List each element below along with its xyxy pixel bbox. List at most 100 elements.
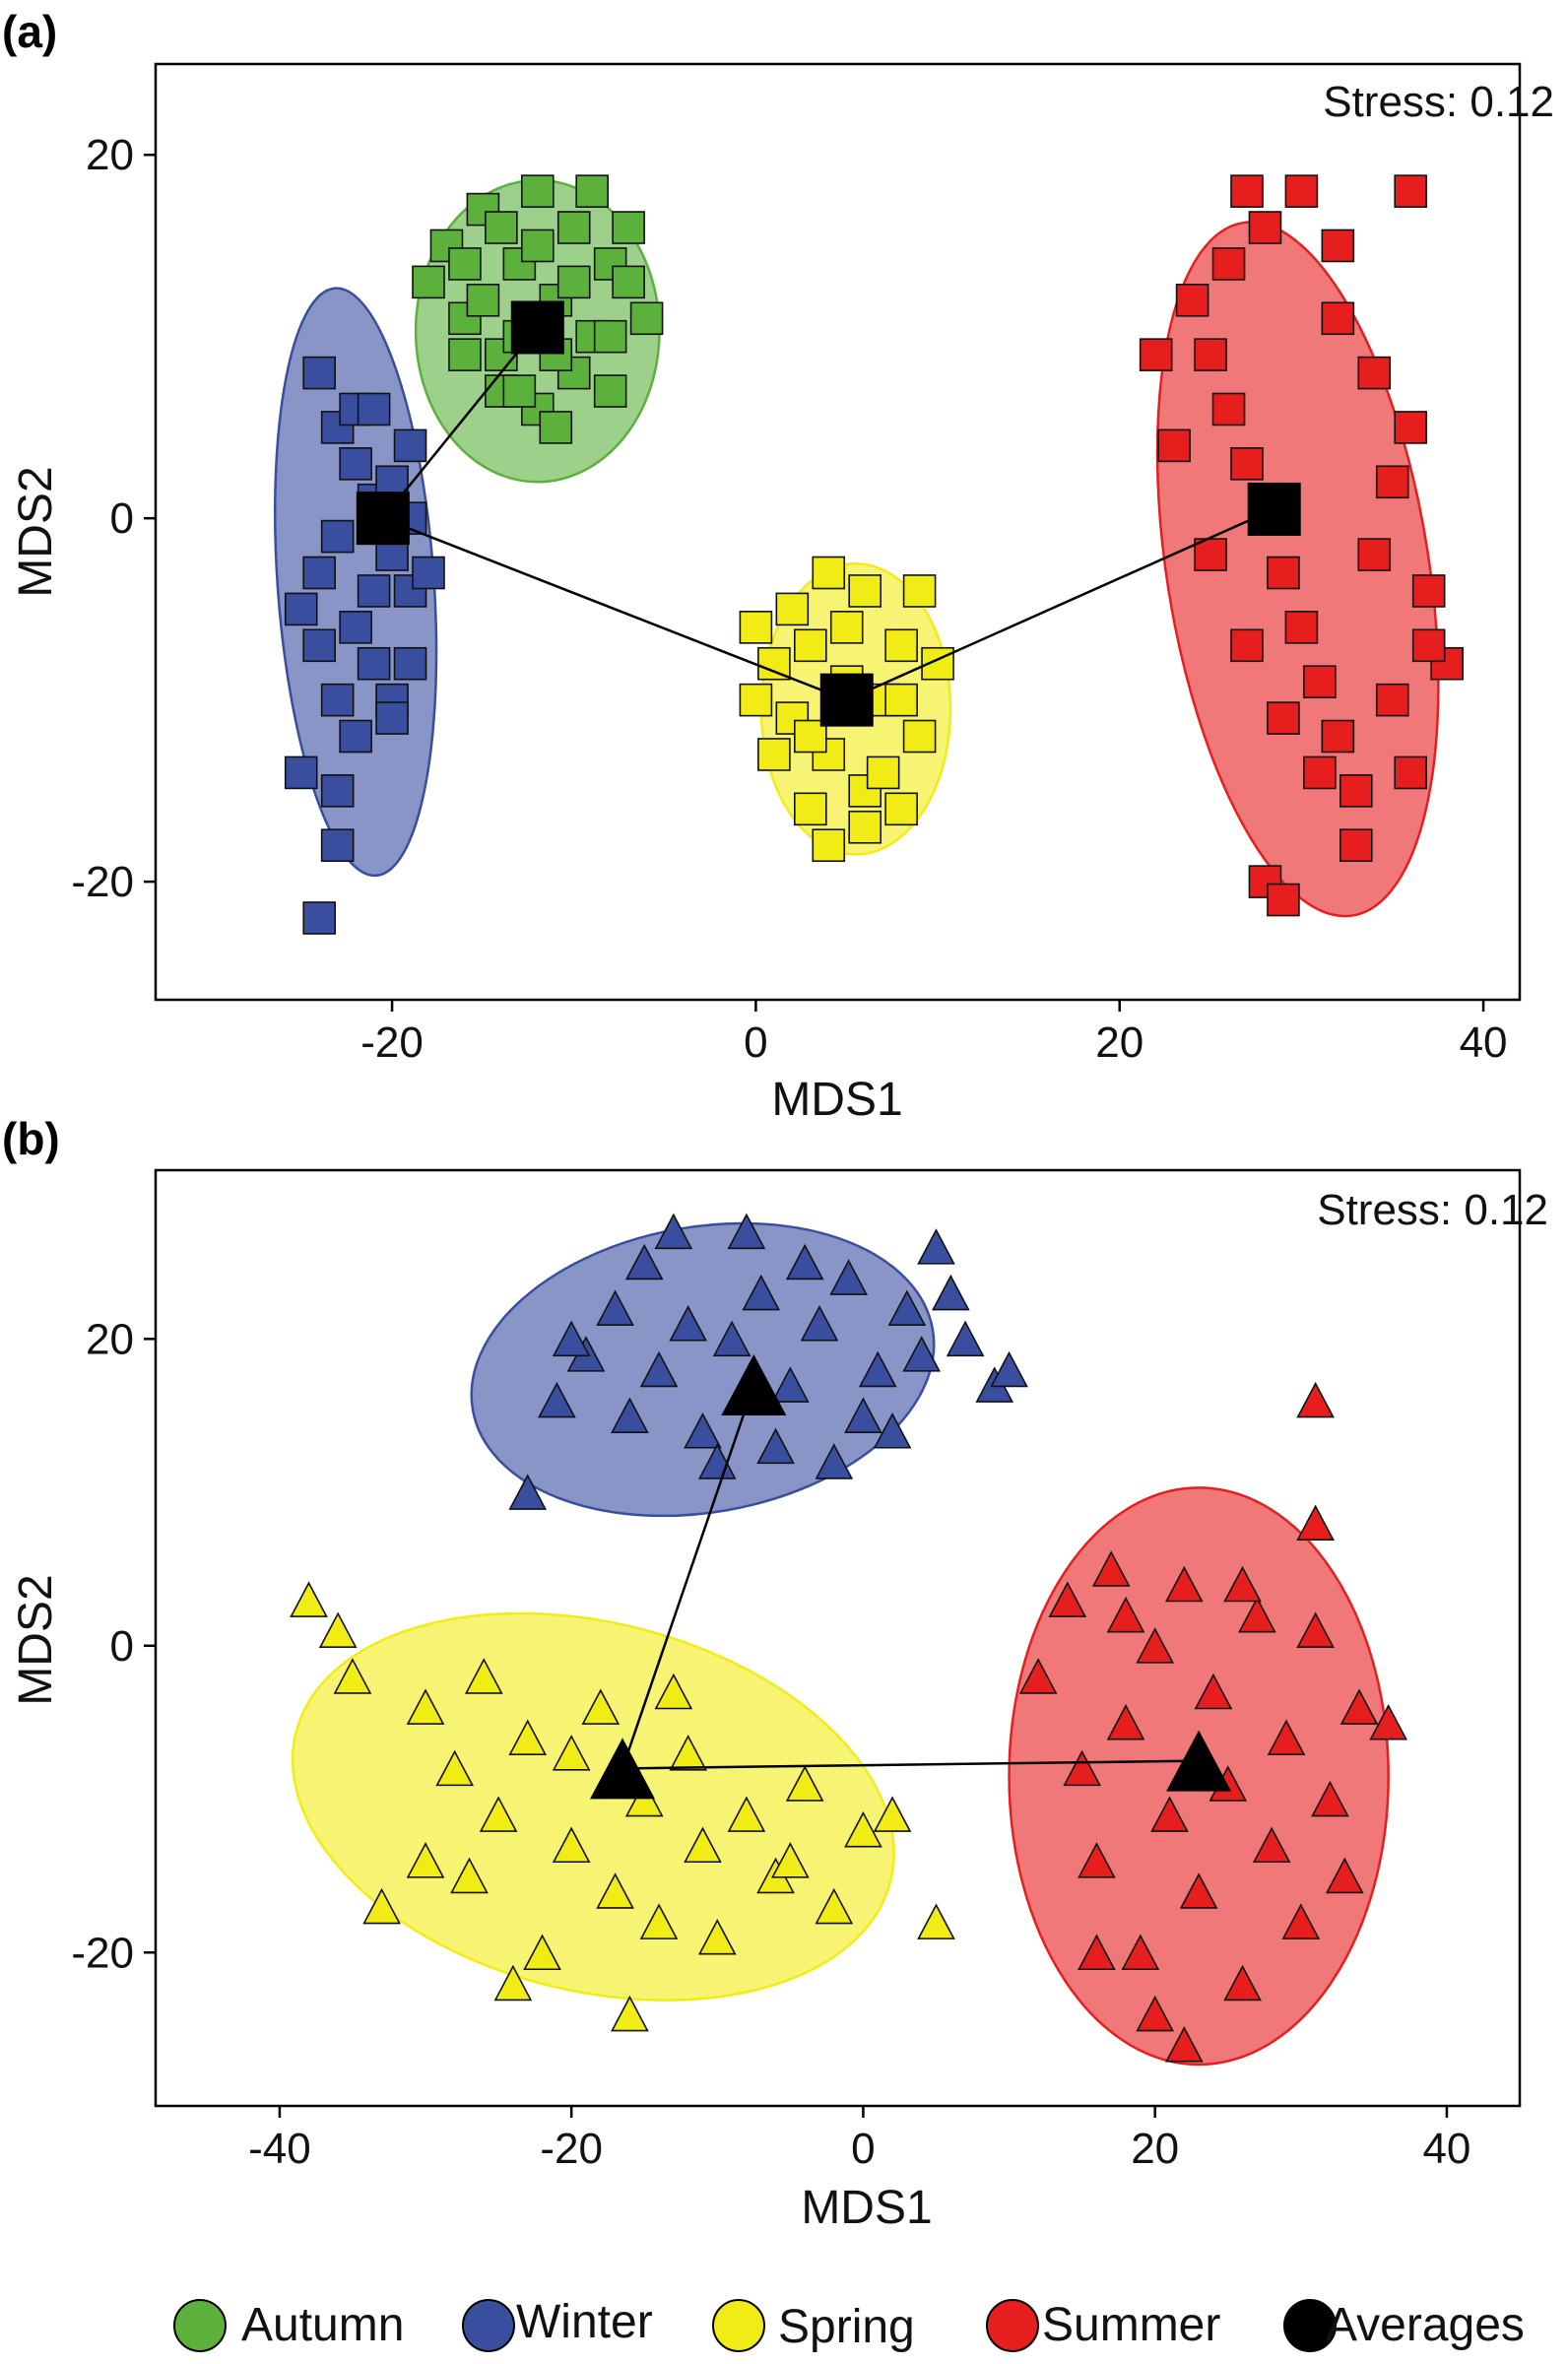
panel-b-winter-point <box>946 1320 985 1357</box>
panel-a-summer-point <box>1321 719 1355 754</box>
panel-b-winter-point <box>684 1412 722 1449</box>
panel-b-average-link <box>621 1384 755 1769</box>
panel-b-winter-point <box>785 1243 824 1280</box>
panel-b-summer-point <box>1296 1504 1335 1541</box>
panel-b-winter-point <box>639 1350 679 1388</box>
legend-item-autumn: Autumn <box>173 2299 404 2352</box>
panel-b-summer-point <box>1369 1703 1408 1740</box>
panel-b-average-link <box>621 1759 1200 1770</box>
panel-b-summer-point <box>1164 1565 1204 1603</box>
panel-a-summer-point <box>1357 538 1392 571</box>
panel-b-spring-point <box>406 1842 445 1878</box>
panel-a-winter-point <box>357 574 391 608</box>
panel-a-autumn-point <box>556 265 591 299</box>
panel-b-winter-point <box>887 1289 927 1326</box>
panel-a-average-link <box>381 326 539 519</box>
panel-a-spring-point <box>757 738 791 771</box>
panel-a-average-point <box>356 492 410 546</box>
legend-autumn-swatch <box>173 2299 227 2352</box>
panel-b-y-tick-label: 0 <box>110 1622 134 1671</box>
panel-a-winter-point <box>302 356 337 390</box>
panel-a-autumn-point <box>448 338 482 371</box>
panel-a-winter-point <box>320 411 355 444</box>
panel-b-spring-point <box>333 1658 372 1694</box>
panel-b-x-tick-label: -20 <box>540 2125 603 2173</box>
panel-b-y-tick-label: 20 <box>86 1315 134 1363</box>
panel-a-average-point <box>510 300 564 355</box>
panel-a-spring-point <box>757 646 791 681</box>
panel-a-autumn-point <box>502 374 537 408</box>
panel-a-summer-point <box>1303 665 1337 698</box>
panel-a-summer-point <box>1339 774 1373 808</box>
panel-a-winter-point <box>393 646 427 681</box>
panel-a-summer-point <box>1284 174 1319 208</box>
panel-b-summer-point <box>1164 2025 1204 2063</box>
panel-b-spring-point <box>523 1934 561 1971</box>
panel-a-winter-point <box>320 519 355 554</box>
panel-b-y-title: MDS2 <box>10 1574 62 1705</box>
panel-a-y-title: MDS2 <box>10 466 62 597</box>
panel-b-winter-point <box>552 1320 591 1357</box>
panel-b-spring-point <box>493 1964 533 2002</box>
panel-b-summer-point <box>1106 1596 1145 1633</box>
panel-b-summer-point <box>1325 1857 1364 1894</box>
panel-a-winter-point <box>320 774 355 808</box>
panel-b-winter-point <box>697 1443 737 1479</box>
panel-b-spring-point <box>815 1887 854 1925</box>
panel-b-winter-point <box>873 1412 912 1449</box>
panel-b-x-tick-label: 40 <box>1422 2125 1470 2173</box>
panel-a-summer-point <box>1339 828 1373 863</box>
panel-b-summer-point <box>1296 1381 1335 1418</box>
panel-a-summer-point <box>1394 174 1427 208</box>
panel-b-summer-point <box>1063 1749 1101 1787</box>
panel-a-summer-point <box>1394 755 1427 790</box>
panel-b-winter-point <box>624 1243 664 1280</box>
panel-b-summer-point <box>1121 1934 1160 1971</box>
panel-a-winter-point <box>339 611 372 644</box>
panel-a-summer-point <box>1194 338 1227 371</box>
panel-a-winter-point <box>357 646 391 681</box>
panel-a-autumn-point <box>448 247 482 281</box>
legend-item-winter: Winter <box>462 2296 653 2352</box>
legend-spring-swatch <box>712 2299 765 2352</box>
panel-a-winter-point <box>339 719 372 754</box>
panel-b-spring-point <box>464 1658 503 1694</box>
panel-b-summer-point <box>1267 1719 1306 1756</box>
panel-a-label: (a) <box>2 6 57 57</box>
panel-a-winter-point <box>339 447 372 481</box>
panel-b-winter-point <box>669 1305 707 1342</box>
panel-b-spring-point <box>697 1918 737 1955</box>
panel-a-spring-point <box>848 574 882 608</box>
panel-a-x-tick-label: 0 <box>744 1018 767 1067</box>
panel-b-label: (b) <box>2 1113 60 1164</box>
legend-item-summer: Summer <box>986 2299 1220 2352</box>
panel-b-spring-point <box>581 1688 621 1725</box>
panel-b-spring-point <box>624 1780 664 1817</box>
panel-a-stress: Stress: 0.12 <box>1323 78 1554 126</box>
panel-a-summer-point <box>1411 628 1446 663</box>
legend-summer-label: Summer <box>1042 2299 1220 2351</box>
panel-b-summer-point <box>1194 1673 1233 1710</box>
panel-b-spring-point <box>785 1765 824 1802</box>
panel-a-winter-point <box>412 556 445 590</box>
panel-a-spring-point <box>829 611 864 644</box>
panel-a-autumn-point <box>612 265 645 299</box>
panel-b-spring-point <box>406 1688 445 1725</box>
panel-b-summer-point <box>1223 1565 1262 1603</box>
panel-b-x-tick-label: 0 <box>851 2125 875 2173</box>
panel-b-average-point <box>590 1738 656 1800</box>
panel-a-winter-point <box>320 828 355 863</box>
panel-b-spring-point <box>596 1872 634 1909</box>
panel-b-summer-point <box>1238 1596 1276 1633</box>
panel-b-stress: Stress: 0.12 <box>1317 1186 1548 1234</box>
panel-a-autumn-point <box>520 174 555 208</box>
panel-a-summer-point <box>1321 229 1355 263</box>
panel-a-spring-point <box>739 683 773 717</box>
panel-b-spring-point <box>771 1842 810 1878</box>
panel-a-winter-point <box>284 592 318 626</box>
panel-a-autumn-point <box>520 229 555 263</box>
panel-b-summer-point <box>1136 1627 1175 1664</box>
panel-b-summer-point <box>1078 1842 1116 1878</box>
panel-b-summer-point <box>1223 1964 1262 2002</box>
